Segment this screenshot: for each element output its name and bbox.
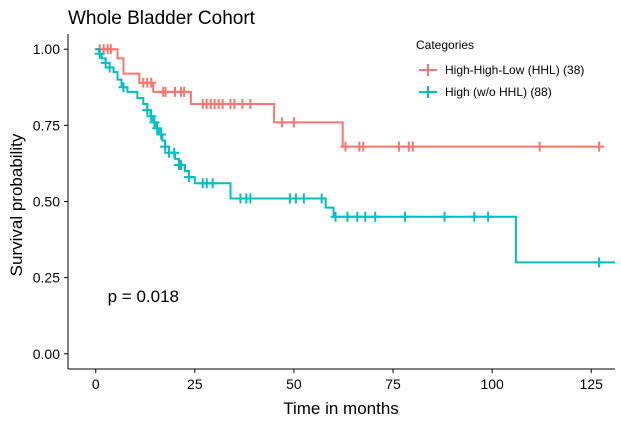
censor-mark <box>316 193 327 204</box>
legend-label: High-High-Low (HHL) (38) <box>445 63 584 77</box>
censor-mark <box>118 82 129 93</box>
p-value-annotation: p = 0.018 <box>108 287 179 306</box>
censor-mark <box>330 211 341 222</box>
censor-mark <box>94 48 105 59</box>
censor-mark <box>393 141 404 152</box>
censor-mark <box>298 193 309 204</box>
censor-mark <box>288 117 299 128</box>
legend-label: High (w/o HHL) (88) <box>445 85 552 99</box>
censor-mark <box>340 141 351 152</box>
censor-mark <box>207 178 218 189</box>
censor-mark <box>360 211 371 222</box>
censor-mark <box>277 117 288 128</box>
censor-mark <box>469 211 480 222</box>
censor-mark <box>179 86 190 97</box>
legend-item: High (w/o HHL) (88) <box>419 85 552 99</box>
censor-mark <box>594 257 605 268</box>
censor-mark <box>175 159 186 170</box>
censor-mark <box>149 117 160 128</box>
censor-mark <box>160 86 171 97</box>
censor-mark <box>156 129 167 140</box>
chart-title: Whole Bladder Cohort <box>68 8 256 29</box>
x-tick-label: 100 <box>480 376 504 392</box>
legend-swatch <box>419 64 437 76</box>
censor-mark <box>105 44 116 55</box>
legend: Categories High-High-Low (HHL) (38) High … <box>416 38 584 99</box>
censor-mark <box>245 99 256 110</box>
y-axis-title: Survival probability <box>7 133 26 276</box>
legend-items: High-High-Low (HHL) (38) High (w/o HHL) (… <box>419 63 584 99</box>
censor-mark <box>152 123 163 134</box>
censor-mark <box>483 211 494 222</box>
legend-item: High-High-Low (HHL) (38) <box>419 63 584 77</box>
y-tick-label: 0.00 <box>33 346 60 362</box>
plot-area: 0 25 50 75 100 125 0.00 0.25 0.50 0.75 1.00 <box>33 34 615 392</box>
censor-mark <box>142 105 153 116</box>
y-tick-label: 1.00 <box>33 41 60 57</box>
legend-title: Categories <box>416 38 474 52</box>
series-line-0 <box>95 48 604 148</box>
x-axis-title: Time in months <box>283 399 399 418</box>
y-tick-label: 0.75 <box>33 117 60 133</box>
censor-mark <box>342 211 353 222</box>
x-tick-label: 50 <box>286 376 302 392</box>
x-tick-label: 25 <box>187 376 203 392</box>
censor-mark <box>594 141 605 152</box>
y-tick-label: 0.25 <box>33 270 60 286</box>
censor-mark <box>407 141 418 152</box>
censor-mark <box>146 77 157 88</box>
censor-mark <box>534 141 545 152</box>
x-tick-label: 0 <box>92 376 100 392</box>
series-layer <box>94 44 615 268</box>
x-tick-label: 75 <box>385 376 401 392</box>
y-tick-label: 0.50 <box>33 194 60 210</box>
censor-mark <box>169 147 180 158</box>
axis-ticks: 0 25 50 75 100 125 0.00 0.25 0.50 0.75 1.00 <box>33 41 603 392</box>
legend-swatch <box>419 86 437 98</box>
censor-mark <box>399 211 410 222</box>
censor-mark <box>370 211 381 222</box>
x-tick-label: 125 <box>580 376 604 392</box>
censor-mark <box>358 141 369 152</box>
censor-mark <box>146 111 157 122</box>
censor-mark <box>439 211 450 222</box>
censor-mark <box>183 172 194 183</box>
censor-mark <box>245 193 256 204</box>
censor-mark <box>160 141 171 152</box>
censor-mark <box>104 62 115 73</box>
